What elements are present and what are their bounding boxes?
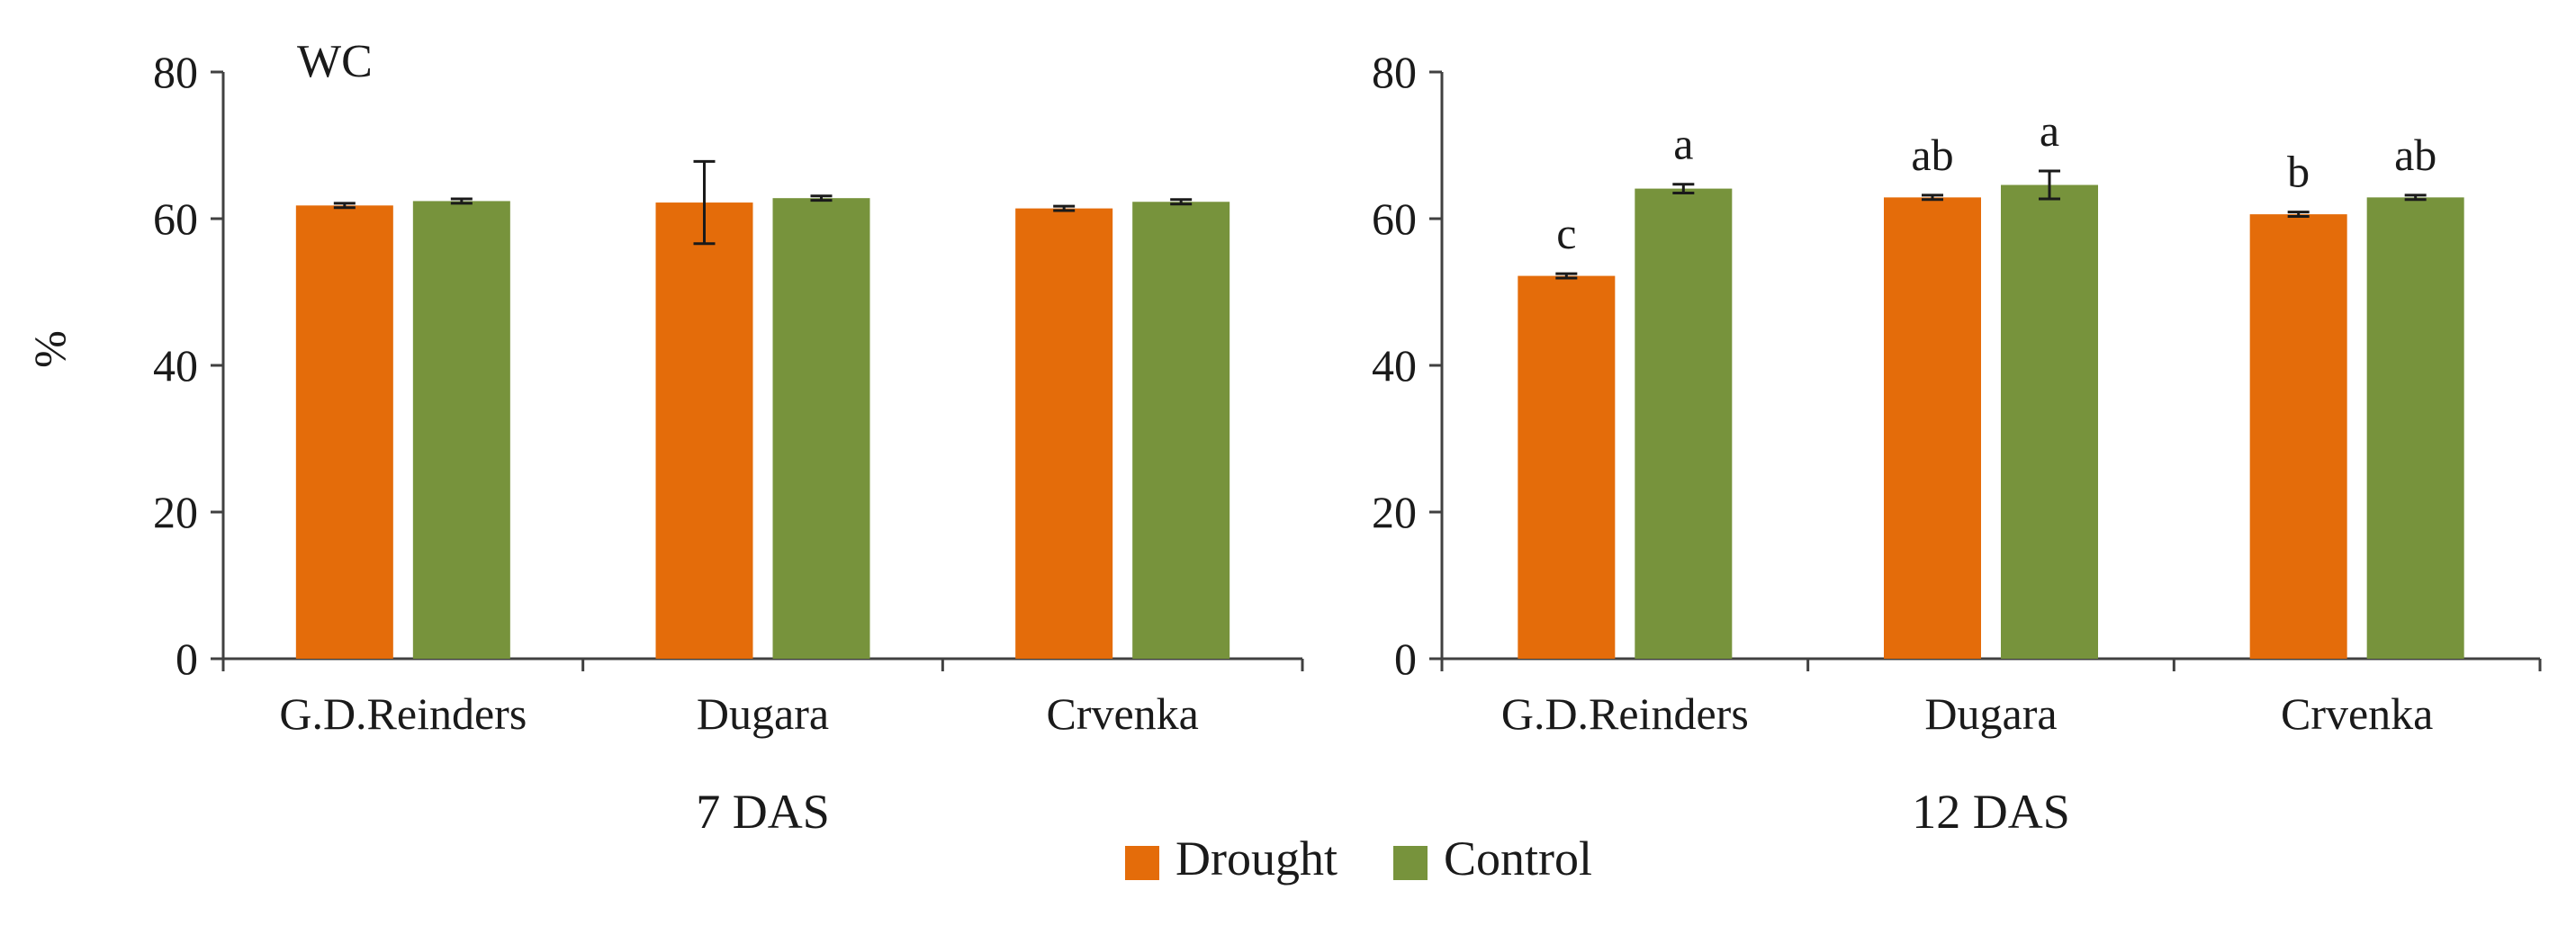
- panel-1: 0 20 40 60 80 G.D.Reinders Dugara Crvenka 7 DAS: [153, 47, 1304, 839]
- bar-control: [1132, 202, 1230, 659]
- group-label: 12 DAS: [1912, 785, 2070, 839]
- bar-control: [412, 201, 510, 659]
- significance-label: b: [2287, 147, 2310, 197]
- y-tick-label: 0: [176, 634, 198, 684]
- significance-label: ab: [1911, 130, 1953, 180]
- y-tick-label: 80: [153, 47, 198, 97]
- legend-label-drought: Drought: [1175, 832, 1338, 886]
- bar-drought: [655, 202, 753, 659]
- bar-control: [1635, 188, 1733, 659]
- y-tick-label: 60: [153, 193, 198, 244]
- legend-swatch-drought: [1125, 846, 1159, 880]
- bar-drought: [295, 205, 393, 659]
- significance-label: c: [1556, 208, 1576, 258]
- bar-drought: [1518, 275, 1616, 659]
- y-tick-label: 0: [1394, 634, 1417, 684]
- category-label: Crvenka: [1046, 688, 1198, 739]
- chart-title: WC: [297, 36, 373, 87]
- y-tick-label: 40: [153, 340, 198, 391]
- bar-drought: [2249, 214, 2347, 660]
- legend: Drought Control: [1125, 832, 1592, 886]
- bar-drought: [1884, 197, 1981, 660]
- bar-control: [772, 198, 870, 659]
- legend-swatch-control: [1393, 846, 1428, 880]
- y-tick-label: 20: [1372, 487, 1417, 537]
- category-label: G.D.Reinders: [1501, 688, 1749, 739]
- y-tick-label: 80: [1372, 47, 1417, 97]
- group-label: 7 DAS: [696, 785, 830, 839]
- significance-label: ab: [2394, 130, 2436, 180]
- legend-label-control: Control: [1444, 832, 1592, 886]
- category-label: Dugara: [697, 688, 829, 739]
- bar-drought: [1015, 208, 1113, 659]
- y-axis-label: %: [24, 330, 75, 368]
- y-tick-label: 60: [1372, 193, 1417, 244]
- significance-label: a: [2040, 105, 2059, 156]
- category-label: Dugara: [1924, 688, 2057, 739]
- y-tick-label: 40: [1372, 340, 1417, 391]
- panel-2: 0 20 40 60 80 G.D.Reinders c a Dugara ab a Crvenka b…: [1372, 47, 2542, 839]
- y-tick-label: 20: [153, 487, 198, 537]
- bar-control: [2366, 197, 2464, 660]
- significance-label: a: [1673, 119, 1693, 169]
- category-label: G.D.Reinders: [279, 688, 527, 739]
- category-label: Crvenka: [2281, 688, 2433, 739]
- bar-control: [2001, 184, 2098, 659]
